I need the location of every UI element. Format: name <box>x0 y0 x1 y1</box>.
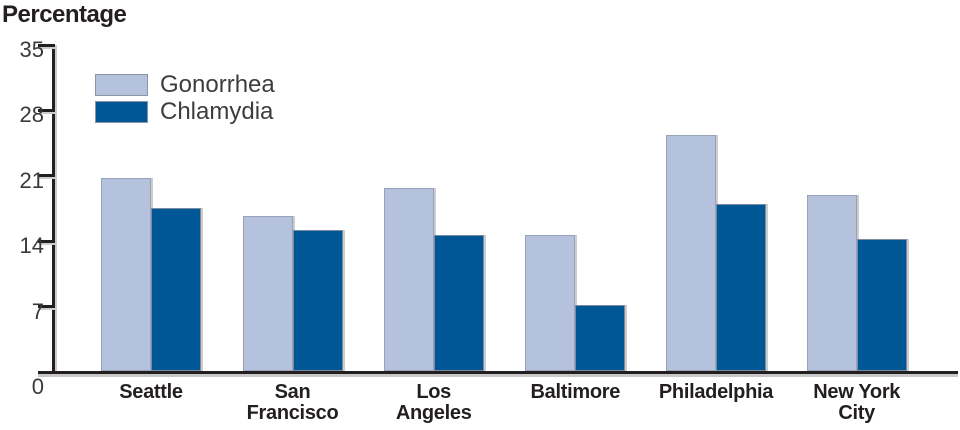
y-tick-label-21: 21 <box>19 167 44 193</box>
legend-swatch-gonorrhea <box>95 74 148 96</box>
y-tick-label-7: 7 <box>31 298 44 324</box>
legend-swatch-chlamydia <box>95 101 148 123</box>
category-label-los-angeles: Los Angeles <box>395 381 472 424</box>
y-tick-7 <box>38 305 55 309</box>
x-axis-baseline <box>38 371 958 377</box>
bar-chlamydia-baltimore <box>575 304 626 371</box>
bar-gonorrhea-san-francisco <box>242 215 293 371</box>
y-tick-label-28: 28 <box>19 102 44 128</box>
chart-title: Percentage <box>2 1 127 28</box>
y-tick-14 <box>38 239 55 243</box>
category-label-philadelphia: Philadelphia <box>658 381 774 403</box>
bar-gonorrhea-philadelphia <box>666 134 716 371</box>
bar-chlamydia-los-angeles <box>433 234 484 371</box>
bar-gonorrhea-baltimore <box>525 234 576 371</box>
legend-label-gonorrhea: Gonorrhea <box>160 71 275 98</box>
y-tick-label-14: 14 <box>19 233 44 259</box>
legend-label-chlamydia: Chlamydia <box>160 98 274 125</box>
y-tick-label-0: 0 <box>31 374 44 399</box>
y-tick-35 <box>38 43 55 47</box>
category-label-new-york-city: New York City <box>813 381 901 424</box>
bar-gonorrhea-seattle <box>101 177 151 371</box>
bar-chlamydia-seattle <box>151 208 201 371</box>
y-tick-28 <box>38 108 55 112</box>
bar-chlamydia-new-york-city <box>856 239 907 371</box>
category-label-baltimore: Baltimore <box>530 381 621 403</box>
bar-gonorrhea-new-york-city <box>806 195 857 371</box>
y-tick-21 <box>38 174 55 178</box>
category-label-san-francisco: San Francisco <box>246 381 339 424</box>
bar-chlamydia-san-francisco <box>292 229 343 371</box>
bar-gonorrhea-los-angeles <box>383 187 434 371</box>
bar-chlamydia-philadelphia <box>716 203 766 371</box>
y-tick-label-35: 35 <box>19 37 44 62</box>
category-label-seattle: Seattle <box>119 381 183 403</box>
y-axis-line <box>52 44 55 374</box>
